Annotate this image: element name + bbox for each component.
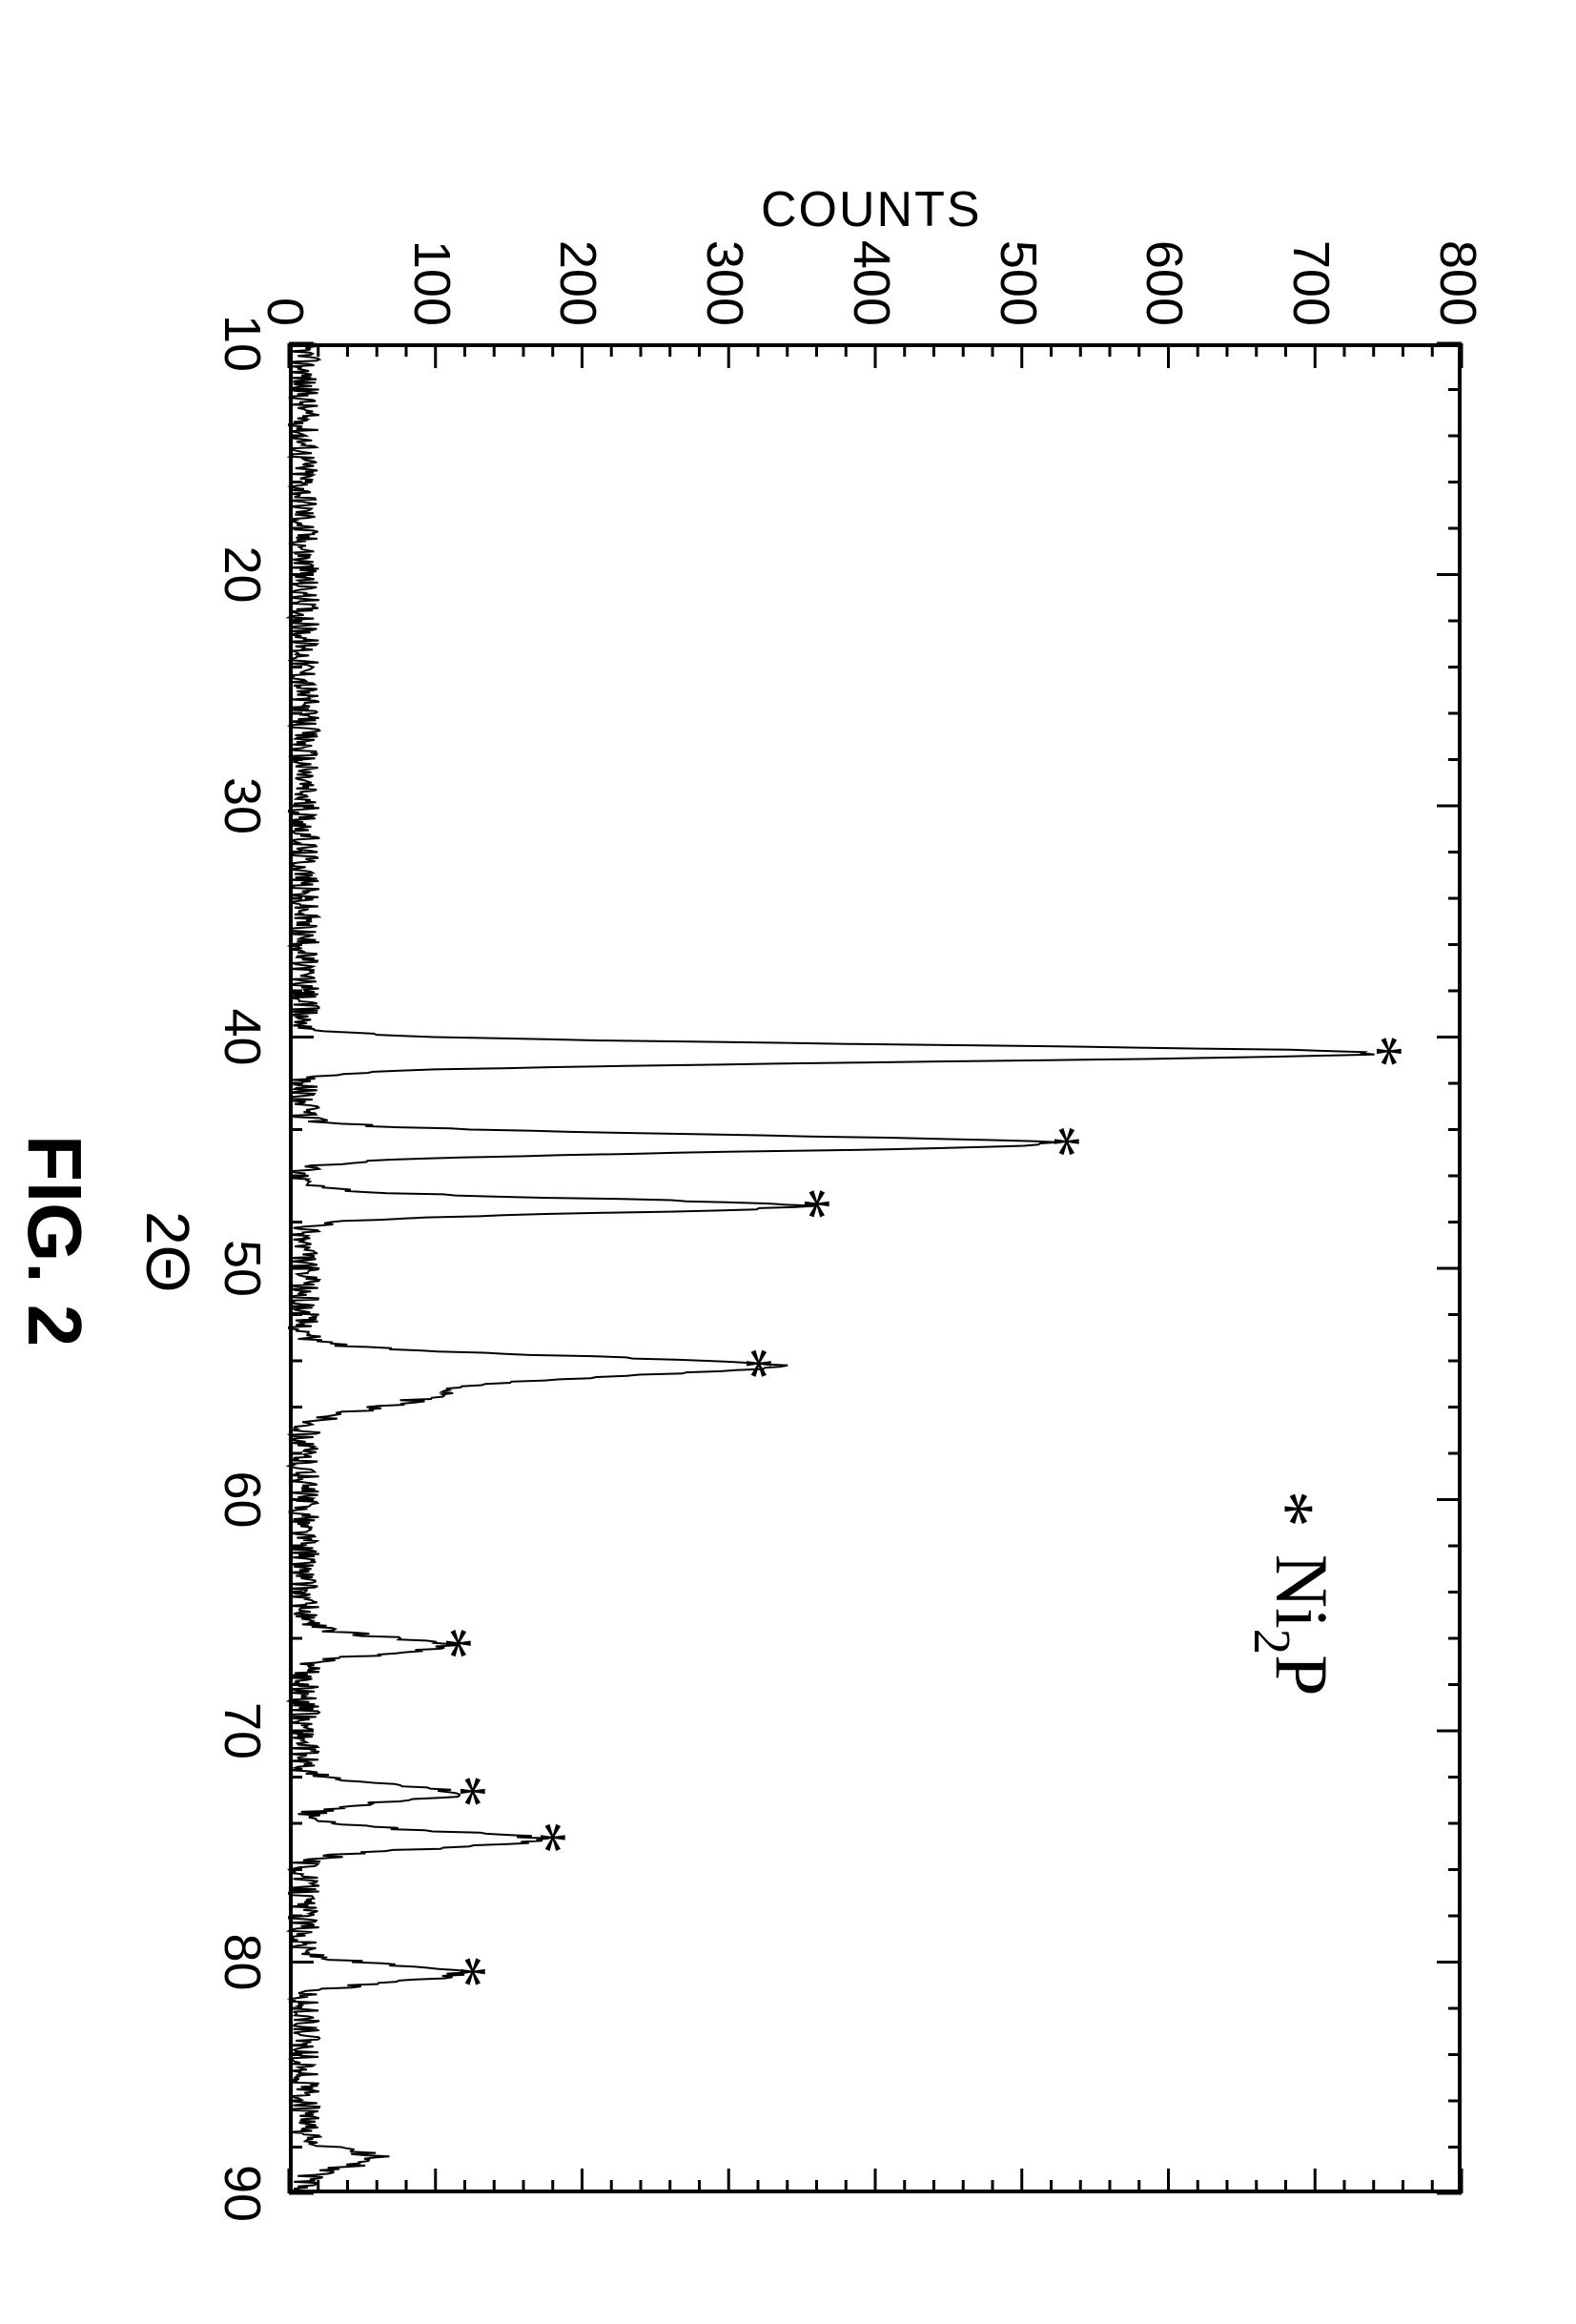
peak-marker: * xyxy=(410,1627,486,1660)
legend: *Ni2P xyxy=(1248,1491,1344,1697)
y-tick-label: 600 xyxy=(1136,240,1195,326)
peak-marker: * xyxy=(1018,1124,1095,1158)
y-tick-label: 0 xyxy=(256,298,315,326)
legend-marker-glyph: * xyxy=(1247,1491,1330,1528)
peak-marker: * xyxy=(1341,1035,1417,1068)
y-tick-label: 100 xyxy=(402,240,461,326)
peak-marker: * xyxy=(424,1775,501,1808)
x-tick-label: 30 xyxy=(213,768,272,844)
peak-marker: * xyxy=(424,1955,501,1988)
peak-marker: * xyxy=(768,1187,845,1221)
x-tick-label: 90 xyxy=(213,2155,272,2231)
y-tick-label: 800 xyxy=(1428,240,1487,326)
x-tick-label: 20 xyxy=(213,537,272,613)
x-tick-label: 60 xyxy=(213,1462,272,1538)
y-axis-label: COUNTS xyxy=(761,181,982,238)
y-tick-label: 200 xyxy=(549,240,608,326)
x-tick-label: 40 xyxy=(213,999,272,1076)
x-tick-label: 50 xyxy=(213,1230,272,1306)
peak-marker: * xyxy=(505,1820,582,1854)
y-tick-label: 500 xyxy=(989,240,1048,326)
y-tick-label: 300 xyxy=(695,240,754,326)
x-axis-label: 2Θ xyxy=(133,1211,203,1292)
peak-marker: * xyxy=(710,1347,787,1380)
y-tick-label: 700 xyxy=(1281,240,1341,326)
y-tick-label: 400 xyxy=(842,240,901,326)
figure-caption: FIG. 2 xyxy=(10,1135,98,1347)
x-tick-label: 80 xyxy=(213,1924,272,2001)
x-tick-label: 70 xyxy=(213,1693,272,1769)
legend-text: Ni xyxy=(1260,1554,1343,1629)
